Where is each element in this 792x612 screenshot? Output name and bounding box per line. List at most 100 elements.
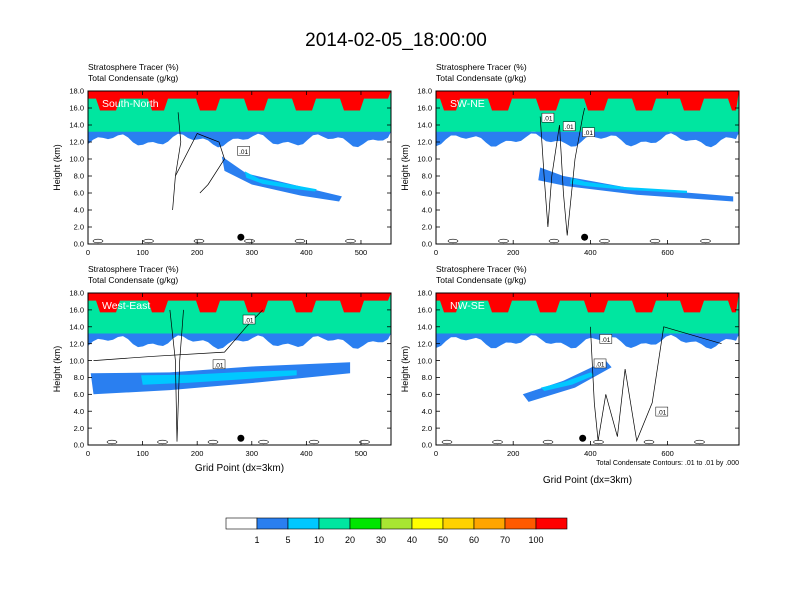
y-tick-label: 12.0 bbox=[417, 339, 432, 348]
y-tick-label: 14.0 bbox=[417, 322, 432, 331]
location-marker bbox=[581, 233, 589, 241]
condensate-contour bbox=[539, 107, 585, 236]
x-tick-label: 400 bbox=[584, 248, 597, 257]
y-tick-label: 10.0 bbox=[417, 155, 432, 164]
panel-header-line: Stratosphere Tracer (%) bbox=[88, 62, 179, 72]
contour-label: .01 bbox=[215, 362, 224, 369]
y-tick-label: 2.0 bbox=[74, 424, 84, 433]
condensate-contour bbox=[345, 238, 356, 244]
y-tick-label: 4.0 bbox=[422, 407, 432, 416]
y-tick-label: 4.0 bbox=[74, 407, 84, 416]
x-tick-label: 300 bbox=[246, 248, 259, 257]
x-axis-label: Grid Point (dx=3km) bbox=[543, 475, 632, 486]
y-axis-label: Height (km) bbox=[52, 346, 62, 393]
y-axis-label: Height (km) bbox=[400, 144, 410, 191]
tracer-filament bbox=[538, 167, 734, 202]
y-tick-label: 14.0 bbox=[69, 322, 84, 331]
colorbar-swatch bbox=[504, 517, 537, 530]
condensate-contour bbox=[700, 238, 711, 244]
condensate-contour bbox=[294, 238, 306, 244]
tracer-band bbox=[88, 333, 391, 350]
colorbar-swatch bbox=[256, 517, 289, 530]
x-tick-label: 200 bbox=[191, 248, 204, 257]
condensate-contour bbox=[548, 238, 560, 244]
colorbar-swatch bbox=[535, 517, 568, 530]
condensate-contour bbox=[593, 439, 604, 445]
y-tick-label: 6.0 bbox=[74, 189, 84, 198]
x-tick-label: 600 bbox=[661, 449, 674, 458]
y-tick-label: 10.0 bbox=[69, 155, 84, 164]
y-axis-label: Height (km) bbox=[400, 346, 410, 393]
condensate-contour bbox=[447, 238, 459, 244]
contour-label: .01 bbox=[543, 116, 552, 123]
condensate-contour bbox=[492, 439, 503, 445]
condensate-contour bbox=[143, 238, 154, 244]
contour-label-box bbox=[599, 334, 613, 344]
y-tick-label: 0.0 bbox=[422, 441, 432, 450]
y-tick-label: 18.0 bbox=[69, 289, 84, 298]
colorbar-swatch bbox=[473, 517, 506, 530]
contour-label: .01 bbox=[245, 318, 254, 325]
x-tick-label: 0 bbox=[434, 449, 438, 458]
y-tick-label: 12.0 bbox=[69, 339, 84, 348]
tracer-filament bbox=[141, 370, 297, 385]
y-axis-label: Height (km) bbox=[52, 144, 62, 191]
x-tick-label: 500 bbox=[355, 248, 368, 257]
condensate-contour bbox=[308, 439, 320, 445]
x-tick-label: 400 bbox=[584, 449, 597, 458]
panel-sw-ne: SW-NE .01 .01 .01 0 200 400 600 0.0 2.0 4.0 6.0 8.0 1… bbox=[400, 62, 740, 257]
contour-label-box bbox=[593, 358, 607, 369]
x-tick-label: 300 bbox=[246, 449, 259, 458]
colorbar-level-label: 30 bbox=[376, 535, 386, 545]
plot-area bbox=[436, 293, 739, 445]
contour-label-box bbox=[655, 406, 669, 417]
panel-header-line: Stratosphere Tracer (%) bbox=[436, 264, 527, 274]
x-tick-label: 100 bbox=[136, 449, 149, 458]
y-tick-label: 14.0 bbox=[69, 121, 84, 130]
y-tick-label: 18.0 bbox=[69, 87, 84, 96]
contour-label: .01 bbox=[601, 337, 610, 344]
condensate-contour bbox=[169, 309, 184, 442]
x-tick-label: 0 bbox=[86, 248, 90, 257]
x-tick-label: 200 bbox=[191, 449, 204, 458]
colorbar-level-label: 70 bbox=[500, 535, 510, 545]
condensate-contour bbox=[590, 326, 722, 443]
plot-area bbox=[436, 91, 739, 244]
contour-label: .01 bbox=[657, 410, 666, 417]
y-tick-label: 2.0 bbox=[422, 424, 432, 433]
tracer-band bbox=[88, 91, 391, 111]
y-tick-label: 8.0 bbox=[422, 373, 432, 382]
y-tick-label: 8.0 bbox=[74, 373, 84, 382]
contour-footnote: Total Condensate Contours: .01 to .01 by… bbox=[596, 460, 739, 467]
condensate-contour bbox=[157, 439, 168, 445]
condensate-contour bbox=[498, 238, 509, 244]
panel-header-line: Total Condensate (g/kg) bbox=[88, 73, 178, 83]
colorbar-swatch bbox=[411, 517, 444, 530]
y-tick-label: 4.0 bbox=[74, 206, 84, 215]
plot-area bbox=[88, 91, 391, 244]
y-tick-label: 0.0 bbox=[74, 441, 84, 450]
colorbar-level-label: 40 bbox=[407, 535, 417, 545]
condensate-contour bbox=[207, 439, 219, 445]
y-tick-label: 14.0 bbox=[417, 121, 432, 130]
colorbar-level-label: 60 bbox=[469, 535, 479, 545]
contour-label-box bbox=[237, 146, 250, 156]
y-tick-label: 0.0 bbox=[422, 240, 432, 249]
contour-label: .01 bbox=[565, 124, 574, 131]
y-tick-label: 2.0 bbox=[74, 223, 84, 232]
y-tick-label: 8.0 bbox=[422, 172, 432, 181]
colorbar-level-label: 50 bbox=[438, 535, 448, 545]
condensate-contour bbox=[694, 439, 705, 445]
condensate-contour bbox=[172, 112, 225, 211]
tracer-filament bbox=[540, 372, 595, 391]
x-tick-label: 500 bbox=[355, 449, 368, 458]
tracer-band bbox=[436, 293, 739, 313]
plot-area bbox=[88, 293, 391, 445]
condensate-contour bbox=[92, 238, 104, 244]
panel-header-line: Total Condensate (g/kg) bbox=[436, 275, 526, 285]
y-tick-label: 10.0 bbox=[69, 356, 84, 365]
x-tick-label: 400 bbox=[300, 248, 313, 257]
condensate-contour bbox=[643, 439, 655, 445]
x-axis-label: Grid Point (dx=3km) bbox=[195, 463, 284, 474]
